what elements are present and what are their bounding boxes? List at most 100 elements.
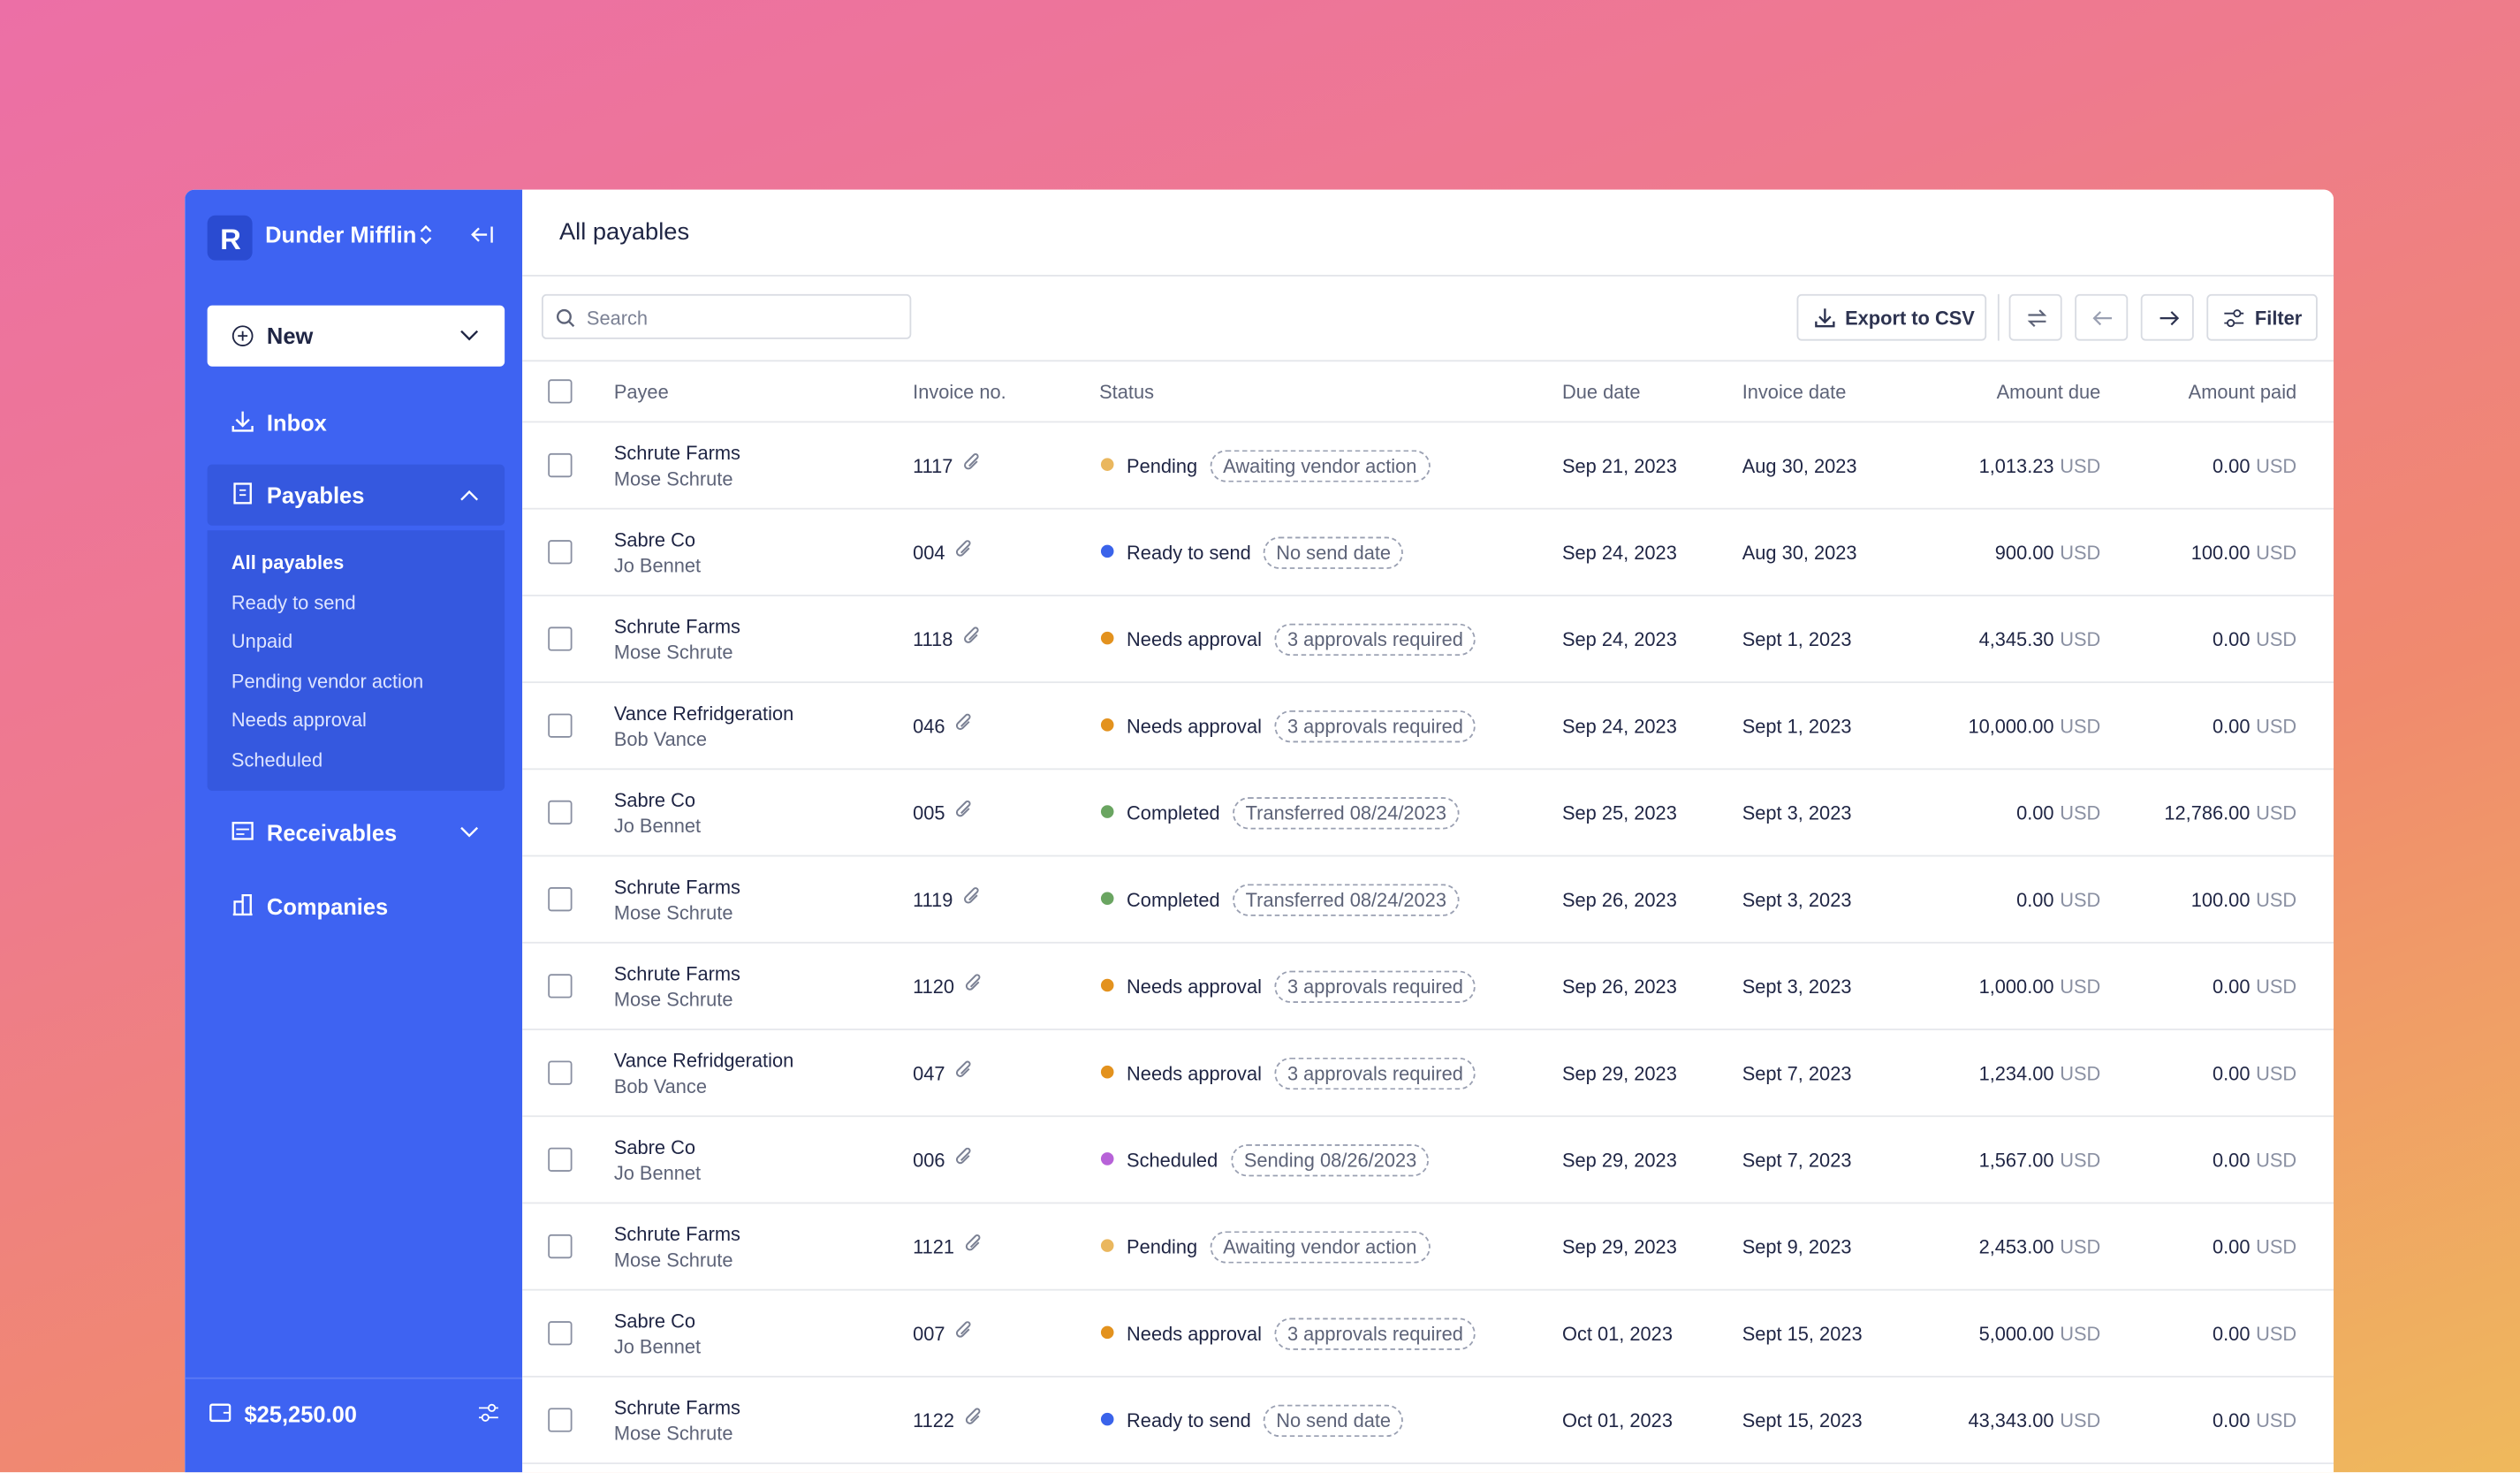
table-row[interactable]: Schrute Farms Mose Schrute 1119 Completed Tr… — [522, 855, 2334, 944]
due-date: Sep 24, 2023 — [1561, 715, 1677, 738]
select-all-checkbox[interactable] — [548, 379, 573, 404]
due-date: Sep 26, 2023 — [1561, 888, 1677, 912]
attachment-icon[interactable] — [954, 713, 974, 735]
attachment-icon[interactable] — [954, 1321, 974, 1342]
table-row[interactable]: Sabre Co Jo Bennet 004 Ready to send No send… — [522, 508, 2334, 596]
column-header[interactable]: Invoice no. — [913, 381, 1006, 404]
export-button[interactable]: Export to CSV — [1796, 293, 1987, 341]
search-box[interactable]: Search — [541, 293, 912, 339]
table-row[interactable]: Schrute Farms Mose Schrute 1121 Pending Awai… — [522, 1203, 2334, 1291]
amount-due: 0.00 — [2016, 801, 2054, 825]
row-checkbox[interactable] — [548, 1321, 573, 1346]
table-row[interactable]: Vance Refridgeration Bob Vance 046 Needs ap… — [522, 681, 2334, 771]
payee: Schrute Farms — [613, 1223, 740, 1246]
row-checkbox[interactable] — [548, 452, 573, 478]
invoice-no: 1122 — [913, 1409, 955, 1432]
collapse-icon[interactable] — [471, 225, 493, 245]
row-checkbox[interactable] — [548, 626, 573, 651]
attachment-icon[interactable] — [964, 1234, 983, 1256]
filter-button[interactable]: Filter — [2206, 293, 2318, 341]
row-checkbox[interactable] — [548, 1147, 573, 1172]
column-header[interactable]: Invoice date — [1742, 381, 1847, 404]
nav-receivables[interactable]: Receivables — [208, 802, 505, 863]
currency: USD — [2256, 1409, 2297, 1432]
payables-submenu: All payables Ready to send Unpaid Pending v… — [207, 530, 505, 791]
column-header[interactable]: Status — [1099, 381, 1155, 404]
status: Completed — [1127, 801, 1220, 825]
row-checkbox[interactable] — [548, 1234, 573, 1259]
status-dot — [1100, 544, 1114, 558]
sync-button[interactable] — [2008, 293, 2062, 341]
attachment-icon[interactable] — [963, 887, 983, 908]
submenu-item[interactable]: Scheduled — [231, 748, 323, 771]
prev-button[interactable] — [2075, 293, 2129, 341]
attachment-icon[interactable] — [963, 626, 983, 648]
attachment-icon[interactable] — [954, 1060, 974, 1082]
column-header[interactable]: Payee — [613, 381, 669, 404]
due-date: Sep 29, 2023 — [1561, 1235, 1677, 1259]
table-row[interactable]: Sabre Co Jo Bennet 005 Completed Transferred… — [522, 768, 2334, 857]
attachment-icon[interactable] — [964, 974, 983, 995]
table-row[interactable]: Schrute Farms Mose Schrute 1120 Needs appro… — [522, 942, 2334, 1030]
contact: Mose Schrute — [613, 467, 733, 490]
due-date: Sep 25, 2023 — [1561, 801, 1677, 825]
column-header[interactable]: Due date — [1561, 381, 1641, 404]
currency: USD — [2256, 541, 2297, 565]
due-date: Sep 29, 2023 — [1561, 1062, 1677, 1085]
main-panel: All payables Search Export to CSV Filter… — [522, 189, 2334, 1473]
column-header[interactable]: Amount due — [1996, 381, 2101, 404]
due-date: Sep 29, 2023 — [1561, 1149, 1677, 1172]
submenu-item[interactable]: All payables — [231, 550, 345, 574]
submenu-item[interactable]: Ready to send — [231, 590, 356, 613]
table-row[interactable]: Sabre Co Jo Bennet 006 Scheduled Sending 08/… — [522, 1115, 2334, 1204]
submenu-item[interactable]: Unpaid — [231, 630, 293, 653]
attachment-icon[interactable] — [954, 540, 974, 561]
table-row[interactable]: Sabre Co Jo Bennet 007 Needs approval 3 appr… — [522, 1289, 2334, 1378]
nav-label: Receivables — [266, 819, 398, 846]
invoice-date: Sept 3, 2023 — [1742, 801, 1852, 825]
contact: Jo Bennet — [613, 1162, 702, 1185]
nav-companies[interactable]: Companies — [208, 876, 505, 937]
attachment-icon[interactable] — [954, 800, 974, 822]
settings-icon[interactable] — [477, 1403, 499, 1423]
table-header: Payee Invoice no. Status Due date Invoice da… — [522, 361, 2334, 423]
nav-inbox[interactable]: Inbox — [208, 392, 505, 453]
currency: USD — [2256, 1322, 2297, 1346]
status: Needs approval — [1127, 976, 1262, 998]
workspace-name[interactable]: Dunder Mifflin — [265, 222, 417, 248]
chevron-updown[interactable] — [418, 224, 434, 246]
row-checkbox[interactable] — [548, 800, 573, 825]
nav-payables[interactable]: Payables — [207, 464, 505, 526]
next-button[interactable] — [2140, 293, 2194, 341]
table-row[interactable]: Schrute Farms Mose Schrute 1117 Pending Awai… — [522, 421, 2334, 510]
row-checkbox[interactable] — [548, 1408, 573, 1432]
row-checkbox[interactable] — [548, 887, 573, 912]
table-row[interactable]: Schrute Farms Mose Schrute 1118 Needs appro… — [522, 595, 2334, 684]
new-button[interactable]: New — [207, 305, 505, 367]
table-row[interactable]: Vance Refridgeration Bob Vance 047 Needs ap… — [522, 1029, 2334, 1118]
status-dot — [1100, 631, 1114, 645]
row-checkbox[interactable] — [548, 540, 573, 565]
payee: Schrute Farms — [613, 615, 740, 639]
nav-label: Payables — [266, 482, 365, 508]
attachment-icon[interactable] — [964, 1408, 983, 1429]
amount-paid: 100.00 — [2190, 541, 2251, 565]
currency: USD — [2060, 1235, 2101, 1259]
currency: USD — [2060, 976, 2101, 998]
currency: USD — [2256, 888, 2297, 912]
attachment-icon[interactable] — [954, 1147, 974, 1169]
row-checkbox[interactable] — [548, 713, 573, 738]
attachment-icon[interactable] — [963, 453, 983, 475]
submenu-item[interactable]: Needs approval — [231, 709, 367, 732]
currency: USD — [2060, 715, 2101, 738]
amount-paid: 100.00 — [2190, 888, 2251, 912]
column-header[interactable]: Amount paid — [2188, 381, 2297, 404]
logo: R — [207, 215, 253, 261]
row-checkbox[interactable] — [548, 974, 573, 998]
table-row[interactable]: Schrute Farms Mose Schrute 1122 Ready to se… — [522, 1376, 2334, 1465]
row-checkbox[interactable] — [548, 1060, 573, 1085]
status: Needs approval — [1127, 715, 1262, 738]
submenu-item[interactable]: Pending vendor action — [231, 669, 424, 693]
invoice-date: Sept 1, 2023 — [1742, 715, 1852, 738]
